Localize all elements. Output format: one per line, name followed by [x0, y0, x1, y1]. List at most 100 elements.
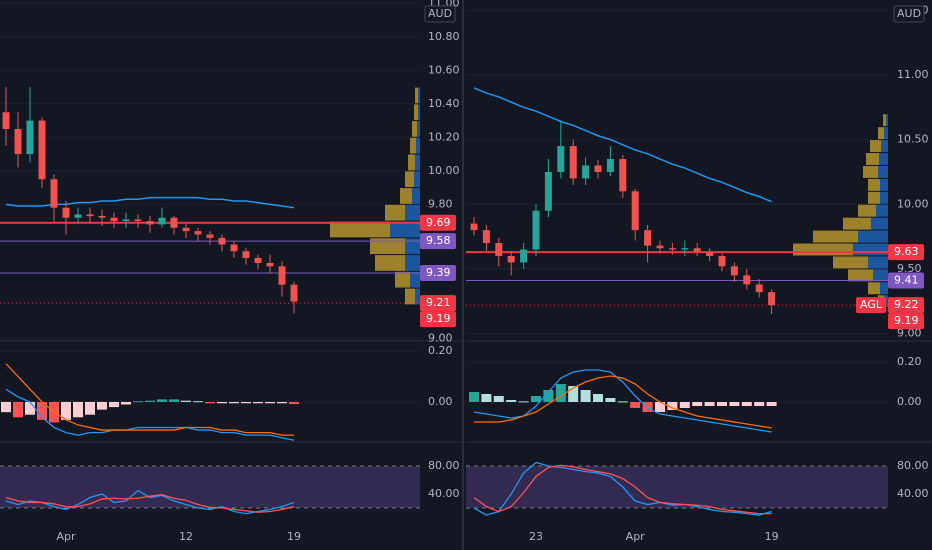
- candle-body: [38, 120, 46, 180]
- macd-histogram: [121, 401, 131, 405]
- y-tick-label: 10.40: [428, 97, 460, 110]
- price-label-box: [420, 311, 456, 328]
- profile-up: [405, 171, 414, 188]
- profile-up: [395, 271, 410, 288]
- price-label: 9.39: [426, 266, 451, 279]
- y-tick-label: 10.60: [428, 63, 460, 76]
- macd-histogram: [241, 401, 251, 404]
- profile-down: [390, 221, 420, 238]
- profile-up: [375, 255, 405, 271]
- profile-up: [793, 243, 853, 256]
- profile-up: [868, 191, 880, 204]
- macd-histogram: [555, 384, 566, 402]
- profile-up: [370, 238, 405, 255]
- price-label-box: [420, 265, 456, 282]
- candle-body: [755, 284, 763, 293]
- y-tick-label: 10.00: [897, 197, 929, 210]
- candle-body: [170, 217, 178, 228]
- profile-up: [833, 256, 868, 269]
- profile-down: [880, 282, 888, 295]
- profile-down: [876, 204, 888, 217]
- macd-histogram: [97, 401, 107, 410]
- macd-histogram: [704, 402, 715, 406]
- profile-down: [405, 238, 420, 255]
- stoch-k: [473, 461, 772, 516]
- y-tick-label: 80.00: [897, 459, 929, 472]
- stoch-band: [0, 466, 420, 509]
- profile-up: [408, 154, 415, 171]
- macd-histogram: [133, 401, 143, 403]
- macd-histogram: [766, 402, 777, 406]
- candle-body: [2, 112, 10, 129]
- candle-body: [693, 248, 701, 253]
- price-label: 9.69: [426, 216, 451, 229]
- y-tick-label: 11.00: [428, 0, 460, 9]
- candle-body: [50, 179, 58, 208]
- candle-body: [520, 249, 528, 263]
- x-tick-label: Apr: [626, 530, 646, 543]
- macd-histogram: [265, 401, 275, 404]
- macd-line: [5, 388, 295, 441]
- macd-histogram: [157, 399, 167, 402]
- profile-down: [886, 114, 888, 127]
- profile-up: [400, 188, 412, 204]
- candle-body: [254, 257, 262, 263]
- profile-down: [868, 256, 888, 269]
- price-label-box: [888, 272, 924, 289]
- candle-body: [182, 227, 190, 232]
- macd-histogram: [568, 386, 579, 402]
- candle-body: [206, 234, 214, 238]
- macd-histogram: [481, 394, 492, 402]
- macd-histogram: [543, 390, 554, 402]
- macd-histogram: [169, 399, 179, 402]
- macd-histogram: [679, 402, 690, 408]
- x-tick-label: 19: [287, 530, 301, 543]
- y-tick-label: 0.00: [897, 395, 922, 408]
- macd-histogram: [518, 401, 529, 403]
- candle-body: [706, 252, 714, 256]
- y-tick-label: 11.00: [897, 68, 929, 81]
- x-tick-label: 23: [529, 530, 543, 543]
- candle-body: [557, 146, 565, 172]
- moving-average: [473, 87, 772, 203]
- profile-up: [878, 127, 884, 140]
- candle-body: [730, 266, 738, 276]
- profile-down: [410, 271, 420, 288]
- profile-down: [414, 171, 420, 188]
- macd-histogram: [217, 401, 227, 404]
- candle-body: [110, 217, 118, 222]
- macd-histogram: [205, 401, 215, 404]
- x-tick-label: 19: [765, 530, 779, 543]
- candle-body: [532, 210, 540, 250]
- price-label: 9.63: [894, 245, 919, 258]
- x-tick-label: Apr: [56, 530, 76, 543]
- macd-histogram: [13, 401, 23, 418]
- candle-body: [158, 217, 166, 225]
- price-label: 9.22: [894, 298, 919, 311]
- candle-body: [266, 262, 274, 267]
- candle-body: [743, 275, 751, 285]
- macd-histogram: [741, 402, 752, 406]
- profile-up: [414, 104, 418, 121]
- candle-body: [218, 237, 226, 245]
- candle-body: [470, 223, 478, 231]
- candle-body: [718, 255, 726, 267]
- profile-up: [858, 204, 876, 217]
- macd-histogram: [109, 401, 119, 408]
- macd-histogram: [61, 401, 71, 420]
- macd-histogram: [655, 402, 665, 412]
- candle-body: [631, 191, 639, 231]
- macd-histogram: [506, 400, 517, 402]
- profile-down: [881, 140, 888, 153]
- y-tick-label: 9.80: [428, 197, 453, 210]
- candle-body: [482, 230, 490, 244]
- profile-down: [416, 137, 420, 154]
- y-tick-label: 0.20: [428, 344, 453, 357]
- macd-histogram: [580, 390, 591, 402]
- x-tick-label: 12: [179, 530, 193, 543]
- candle-body: [278, 266, 286, 285]
- macd-histogram: [531, 396, 541, 402]
- macd-histogram: [493, 396, 504, 402]
- currency-box: [893, 5, 925, 23]
